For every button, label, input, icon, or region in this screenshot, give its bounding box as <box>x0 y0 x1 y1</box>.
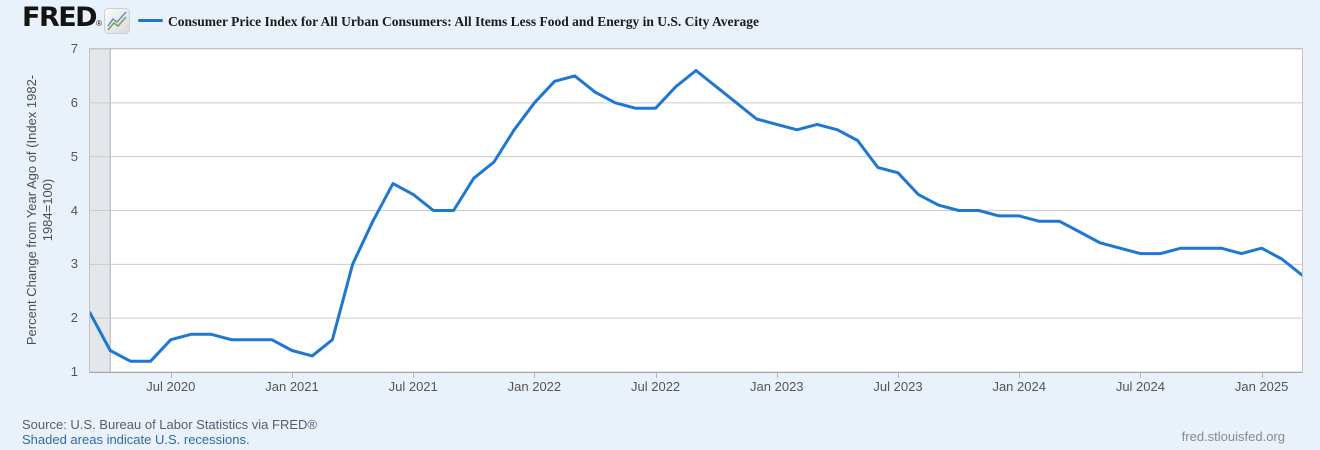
x-axis-tick <box>170 373 172 378</box>
fred-watermark-link[interactable]: fred.stlouisfed.org <box>1181 429 1285 444</box>
x-axis-tick <box>898 373 899 378</box>
x-axis-tick <box>292 373 293 378</box>
series-legend-line <box>138 19 163 22</box>
y-axis-tick-label: 1 <box>70 364 78 379</box>
source-text: Source: U.S. Bureau of Labor Statistics … <box>22 417 317 432</box>
y-axis-tick-label: 6 <box>70 94 78 110</box>
fred-sparkline-icon <box>104 8 130 34</box>
y-axis-tick-label: 5 <box>70 148 78 164</box>
fred-logo[interactable]: FRED® <box>22 4 102 32</box>
x-axis-tick <box>1261 373 1263 378</box>
x-axis-tick-label: Jan 2022 <box>507 379 562 394</box>
source-block: Source: U.S. Bureau of Labor Statistics … <box>22 417 317 447</box>
fred-logo-text: FRED <box>22 2 98 33</box>
x-axis-tick-label: Jul 2020 <box>146 379 196 394</box>
registered-mark: ® <box>96 19 102 28</box>
y-axis-tick-label: 4 <box>70 202 78 218</box>
x-axis-tick-label: Jul 2022 <box>631 379 681 394</box>
x-axis-tick-label: Jul 2024 <box>1115 379 1165 394</box>
x-axis-tick <box>1140 373 1142 378</box>
plot-svg <box>90 49 1302 372</box>
x-axis-tick-label: Jul 2021 <box>388 379 438 394</box>
x-axis-tick-label: Jan 2025 <box>1234 379 1289 394</box>
x-axis-tick <box>655 373 657 378</box>
x-axis-tick <box>413 373 415 378</box>
x-axis-tick <box>776 373 778 378</box>
y-axis-tick-label: 3 <box>70 256 78 272</box>
y-axis-tick-label: 2 <box>70 310 78 326</box>
x-axis-tick <box>1019 373 1021 378</box>
x-axis-tick <box>534 373 536 378</box>
chart-title: Consumer Price Index for All Urban Consu… <box>168 14 760 29</box>
y-axis-tick-label: 7 <box>70 41 78 56</box>
x-axis-tick-label: Jan 2023 <box>750 379 804 394</box>
plot-area <box>89 48 1303 373</box>
x-axis-tick-label: Jul 2023 <box>873 379 923 394</box>
x-axis-tick-label: Jan 2021 <box>265 379 319 394</box>
recession-note-link[interactable]: Shaded areas indicate U.S. recessions. <box>22 431 250 447</box>
x-axis-tick-label: Jan 2024 <box>992 379 1046 394</box>
